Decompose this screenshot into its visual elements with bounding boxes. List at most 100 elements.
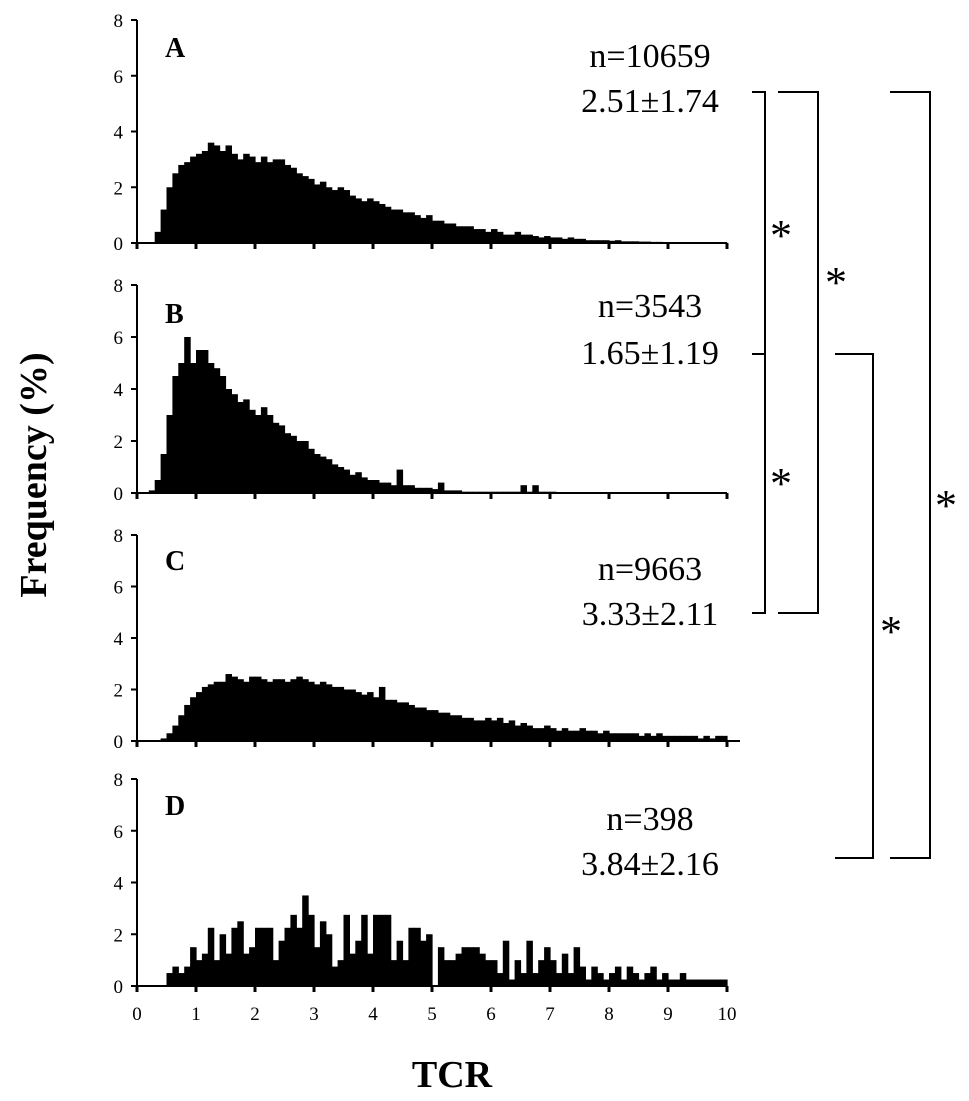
bar [449, 715, 457, 741]
bar [343, 190, 350, 243]
bar [414, 487, 421, 493]
bar [703, 979, 710, 986]
bar [443, 712, 451, 741]
bar [426, 710, 433, 741]
significance-star: * [770, 459, 792, 508]
bar [196, 960, 203, 987]
bar [432, 489, 439, 493]
bar [367, 198, 374, 243]
bars-a [154, 142, 728, 244]
bar [196, 692, 203, 741]
y-tick-label: 8 [114, 276, 124, 297]
bar [691, 979, 699, 986]
bar [207, 142, 215, 243]
bar [355, 692, 362, 741]
bar [496, 717, 504, 741]
y-tick-label: 2 [114, 925, 124, 946]
bar [496, 973, 504, 986]
bar [591, 966, 598, 986]
bar [420, 940, 427, 986]
bar [579, 966, 586, 986]
bar [520, 722, 527, 741]
bar [296, 173, 303, 243]
bar [656, 979, 663, 986]
y-tick-label: 8 [114, 526, 124, 547]
significance-star: * [935, 481, 957, 530]
bar [331, 190, 339, 243]
bars-b [148, 337, 557, 493]
bar [485, 717, 492, 741]
bar [573, 730, 581, 741]
bar [561, 953, 569, 986]
mean-sd: 3.33±2.11 [582, 596, 718, 633]
bar [715, 735, 722, 741]
bar [550, 237, 557, 243]
bar [526, 940, 533, 986]
bar [225, 145, 232, 243]
significance-star: * [770, 211, 792, 260]
bar [266, 927, 274, 986]
bar [449, 490, 457, 493]
sample-size: n=9663 [598, 551, 702, 588]
bar [650, 966, 657, 986]
panel-label: C [165, 546, 185, 577]
bar [331, 686, 339, 741]
bar [278, 425, 286, 493]
bar [567, 237, 575, 243]
bar [514, 725, 522, 741]
bar [190, 697, 197, 741]
bar [308, 178, 315, 243]
x-tick-label: 3 [309, 1004, 319, 1025]
bar [308, 681, 315, 741]
bar [420, 707, 427, 741]
significance-star: * [825, 258, 847, 307]
bar [337, 686, 345, 741]
bar [697, 979, 704, 986]
bar [373, 201, 380, 243]
y-tick-label: 2 [114, 178, 124, 199]
bar [373, 697, 380, 741]
bar [378, 482, 386, 493]
bar [166, 415, 173, 493]
y-tick-label: 0 [114, 977, 124, 998]
bar [656, 733, 663, 741]
bar [367, 692, 374, 741]
bar [502, 234, 510, 243]
bar [662, 735, 669, 741]
bar [426, 215, 433, 244]
bar [408, 927, 415, 986]
bar [384, 914, 392, 986]
bar [343, 689, 350, 741]
y-tick-label: 0 [114, 234, 124, 255]
bar [579, 238, 586, 243]
bar [260, 156, 268, 243]
bar [243, 153, 250, 243]
bar [231, 394, 238, 493]
bar [201, 151, 209, 243]
bar [172, 173, 179, 243]
bar [573, 947, 581, 986]
bar [319, 181, 327, 243]
bar [337, 960, 345, 987]
bar [331, 966, 339, 986]
bar [479, 720, 486, 741]
bar [166, 973, 173, 986]
bar [673, 979, 681, 986]
bar [467, 717, 474, 741]
bracket-a-d [890, 91, 931, 859]
y-tick-label: 0 [114, 732, 124, 753]
bar [408, 485, 415, 493]
bar [284, 433, 291, 493]
bar [384, 206, 392, 243]
bar [526, 725, 533, 741]
bar [402, 960, 409, 987]
bar [302, 176, 309, 243]
bar [603, 240, 610, 243]
bar [166, 733, 173, 741]
panel-label: A [165, 33, 186, 64]
bar [243, 953, 250, 986]
bar [231, 676, 238, 742]
bar [361, 201, 368, 243]
mean-sd: 2.51±1.74 [581, 83, 719, 120]
bar [325, 934, 333, 986]
